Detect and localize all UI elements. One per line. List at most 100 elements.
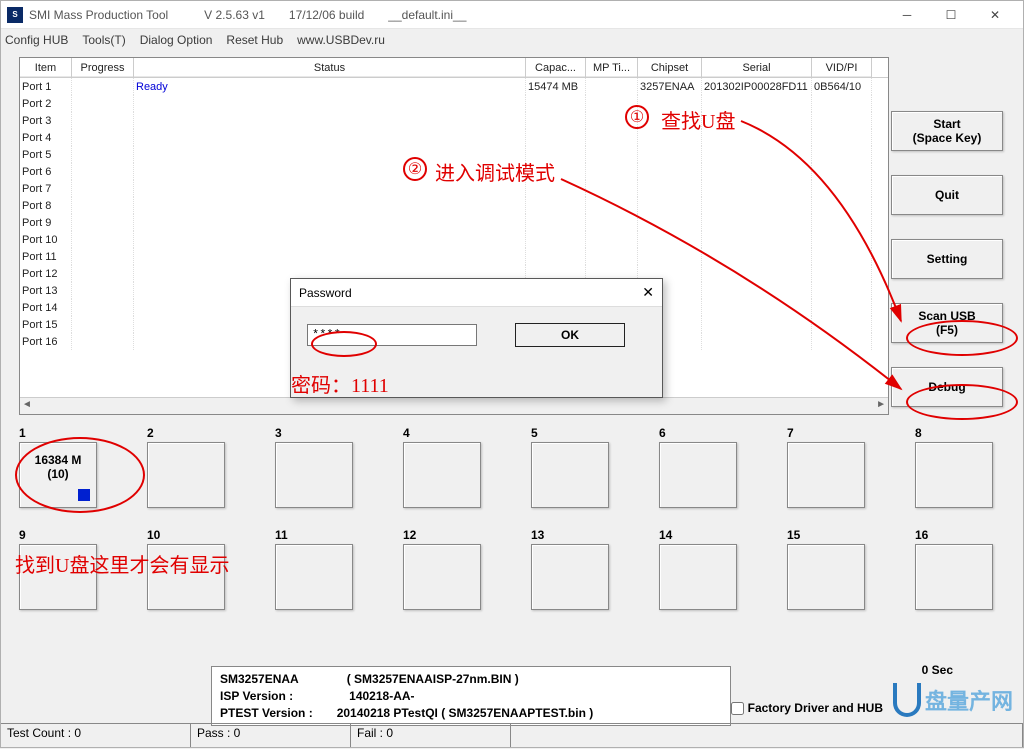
port-number: 15 [787,528,865,542]
port-slot[interactable] [275,442,353,508]
table-cell [134,231,526,248]
status-pass: Pass : 0 [191,724,351,747]
column-header[interactable]: Progress [72,58,134,77]
table-cell: Port 7 [20,180,72,197]
table-cell [72,265,134,282]
menu-url[interactable]: www.USBDev.ru [297,33,385,47]
minimize-button[interactable]: ─ [885,1,929,29]
app-build: 17/12/06 build [289,8,364,22]
menu-reset-hub[interactable]: Reset Hub [226,33,283,47]
table-cell [134,163,526,180]
table-cell [526,163,586,180]
table-cell: Port 9 [20,214,72,231]
table-row[interactable]: Port 9 [20,214,888,231]
dialog-close-icon[interactable]: ✕ [642,284,654,301]
table-cell [702,146,812,163]
table-row[interactable]: Port 11 [20,248,888,265]
table-cell [638,231,702,248]
table-cell [72,333,134,350]
column-header[interactable]: VID/PI [812,58,872,77]
table-cell [702,231,812,248]
quit-button[interactable]: Quit [891,175,1003,215]
port-slot[interactable] [915,544,993,610]
table-cell [586,95,638,112]
table-row[interactable]: Port 4 [20,129,888,146]
table-cell [526,197,586,214]
password-input[interactable] [307,324,477,346]
port-number: 10 [147,528,225,542]
table-cell [526,180,586,197]
isp-bin: ( SM3257ENAAISP-27nm.BIN ) [347,672,519,686]
port-slot[interactable] [659,544,737,610]
table-cell [638,180,702,197]
factory-checkbox[interactable] [731,702,744,715]
app-version: V 2.5.63 v1 [204,8,265,22]
table-cell [812,231,872,248]
ok-button[interactable]: OK [515,323,625,347]
maximize-button[interactable]: ☐ [929,1,973,29]
port-slot[interactable] [19,544,97,610]
menu-config-hub[interactable]: Config HUB [5,33,68,47]
table-cell [702,163,812,180]
table-row[interactable]: Port 6 [20,163,888,180]
start-button[interactable]: Start (Space Key) [891,111,1003,151]
close-button[interactable]: ✕ [973,1,1017,29]
table-cell [72,231,134,248]
title-bar[interactable]: S SMI Mass Production Tool V 2.5.63 v1 1… [1,1,1023,29]
table-row[interactable]: Port 3 [20,112,888,129]
table-cell [72,316,134,333]
table-cell: Port 11 [20,248,72,265]
port-slot[interactable] [275,544,353,610]
column-header[interactable]: Item [20,58,72,77]
port-slot[interactable] [787,442,865,508]
column-header[interactable]: Chipset [638,58,702,77]
table-cell [702,282,812,299]
port-slot[interactable]: 16384 M(10) [19,442,97,508]
port-slot[interactable] [403,442,481,508]
column-header[interactable]: Capac... [526,58,586,77]
port-grid: 116384 M(10)2345678910111213141516 [19,426,1005,661]
port-slot[interactable] [531,544,609,610]
watermark-text: 盘量产网 [925,684,1013,716]
port-slot[interactable] [147,544,225,610]
port-slot[interactable] [659,442,737,508]
table-row[interactable]: Port 10 [20,231,888,248]
port-slot[interactable] [915,442,993,508]
table-row[interactable]: Port 5 [20,146,888,163]
table-cell [812,180,872,197]
table-cell [702,333,812,350]
table-cell [812,129,872,146]
scan-usb-button[interactable]: Scan USB (F5) [891,303,1003,343]
port-slot[interactable] [147,442,225,508]
menu-tools[interactable]: Tools(T) [82,33,125,47]
horizontal-scrollbar[interactable] [20,397,888,414]
table-cell [638,129,702,146]
table-cell: Port 12 [20,265,72,282]
table-cell [812,333,872,350]
table-cell [702,299,812,316]
factory-driver-checkbox[interactable]: Factory Driver and HUB [731,701,883,715]
elapsed-time: 0 Sec [922,663,953,677]
table-cell [134,248,526,265]
table-row[interactable]: Port 2 [20,95,888,112]
column-header[interactable]: Serial [702,58,812,77]
port-number: 11 [275,528,353,542]
isp-version: 140218-AA- [349,689,414,703]
table-cell [526,248,586,265]
table-cell [134,146,526,163]
menu-dialog-option[interactable]: Dialog Option [140,33,213,47]
port-slot[interactable] [787,544,865,610]
table-cell: Port 2 [20,95,72,112]
column-header[interactable]: Status [134,58,526,77]
debug-button[interactable]: Debug [891,367,1003,407]
port-slot[interactable] [403,544,481,610]
column-header[interactable]: MP Ti... [586,58,638,77]
table-row[interactable]: Port 1Ready15474 MB3257ENAA201302IP00028… [20,78,888,95]
table-cell [812,299,872,316]
table-cell [812,282,872,299]
port-number: 7 [787,426,865,440]
table-row[interactable]: Port 8 [20,197,888,214]
setting-button[interactable]: Setting [891,239,1003,279]
table-row[interactable]: Port 7 [20,180,888,197]
port-slot[interactable] [531,442,609,508]
